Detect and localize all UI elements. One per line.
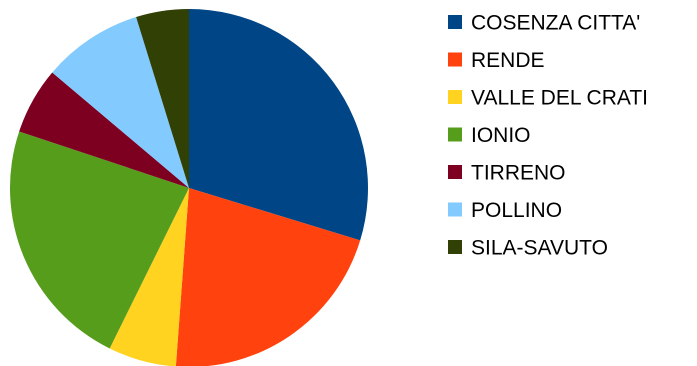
legend-label-2: RENDE — [471, 49, 545, 72]
pie-slices — [9, 9, 368, 366]
pie-slice-4 — [9, 131, 190, 349]
legend-swatch-1 — [448, 15, 462, 29]
legend-swatch-4 — [448, 127, 462, 142]
pie-slice-2 — [175, 188, 361, 366]
legend-label-7: SILA-SAVUTO — [471, 237, 608, 260]
legend-swatch-5 — [448, 165, 462, 179]
pie-slice-1 — [189, 9, 368, 241]
pie-slice-5 — [19, 72, 190, 188]
legend-swatch-7 — [448, 240, 462, 254]
legend-label-4: IONIO — [471, 124, 531, 147]
legend-swatch-6 — [448, 202, 462, 217]
pie-slice-7 — [136, 9, 189, 188]
legend-swatch-3 — [448, 90, 462, 104]
legend-label-5: TIRRENO — [471, 162, 566, 185]
legend-swatch-2 — [448, 52, 462, 67]
legend-label-6: POLLINO — [471, 199, 562, 222]
pie-slice-3 — [109, 188, 189, 366]
legend-label-3: VALLE DEL CRATI — [471, 87, 648, 110]
legend: COSENZA CITTA' RENDE VALLE DEL CRATI IONIO T… — [448, 12, 648, 260]
legend-label-1: COSENZA CITTA' — [471, 12, 640, 35]
pie-slice-6 — [52, 17, 190, 188]
